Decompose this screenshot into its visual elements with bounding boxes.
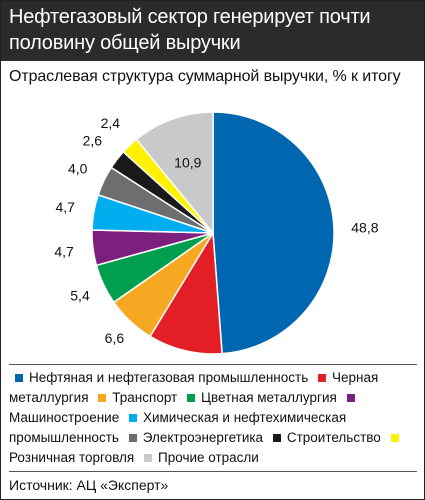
legend-label: Строительство	[286, 430, 381, 445]
legend-swatch	[272, 433, 281, 442]
slice-value-label: 2,6	[83, 133, 103, 149]
pie-slice-1	[212, 111, 335, 355]
pie-slices	[91, 111, 335, 355]
legend-item: Прочие отрасли	[138, 450, 259, 465]
slice-value-label: 4,0	[68, 160, 88, 176]
legend-item: Розничная торговля	[9, 430, 405, 465]
legend-swatch	[346, 393, 355, 402]
slice-value-label: 4,7	[55, 199, 75, 215]
pie-slice-2	[149, 230, 223, 355]
slice-value-label: 2,4	[101, 115, 121, 131]
legend-item: Нефтяная и нефтегазовая промышленность	[9, 370, 308, 385]
legend-item: Строительство	[267, 430, 381, 445]
pie-chart: 48,89,96,65,44,74,74,02,62,410,9	[54, 111, 379, 366]
slice-value-label: 5,4	[70, 288, 90, 304]
slice-value-label: 10,9	[174, 154, 201, 170]
legend-swatch	[318, 373, 326, 382]
legend-swatch	[390, 433, 399, 442]
chart-title-line-2: половину общей выручки	[9, 32, 241, 54]
legend-label: Машиностроение	[9, 410, 120, 425]
chart-subtitle: Отраслевая структура суммарной выручки, …	[9, 68, 401, 85]
legend-item: Транспорт	[92, 390, 177, 405]
legend-label: Прочие отрасли	[158, 450, 259, 465]
source-divider	[9, 471, 417, 472]
title-bar: Нефтегазовый сектор генерирует почти пол…	[1, 1, 424, 61]
chart-title-line-1: Нефтегазовый сектор генерирует почти	[9, 6, 371, 28]
legend-item: Машиностроение	[9, 390, 361, 425]
legend-label: Нефтяная и нефтегазовая промышленность	[29, 370, 309, 385]
legend-swatch	[144, 453, 153, 462]
legend: Нефтяная и нефтегазовая промышленность Ч…	[9, 368, 419, 468]
legend-top-divider	[9, 364, 417, 365]
legend-swatch	[128, 433, 137, 442]
legend-label: Розничная торговля	[9, 450, 135, 465]
source-note: Источник: АЦ «Эксперт»	[9, 477, 169, 493]
legend-item: Цветная металлургия	[181, 390, 337, 405]
pie-labels: 48,89,96,65,44,74,74,02,62,410,9	[54, 115, 378, 366]
legend-label: Черная металлургия	[9, 370, 379, 405]
slice-value-label: 6,6	[105, 330, 125, 346]
legend-label: Транспорт	[112, 390, 178, 405]
legend-swatch	[187, 393, 195, 402]
legend-item: Электроэнергетика	[123, 430, 263, 445]
legend-swatch	[15, 373, 23, 382]
slice-value-label: 4,7	[54, 243, 74, 259]
legend-label: Цветная металлургия	[201, 390, 337, 405]
legend-swatch	[98, 393, 107, 402]
legend-label: Химическая и нефтехимическая промышленно…	[9, 410, 347, 445]
legend-swatch	[128, 413, 137, 422]
legend-item: Химическая и нефтехимическая промышленно…	[9, 410, 346, 445]
legend-item: Черная металлургия	[9, 370, 378, 405]
pie-slice-10	[135, 111, 214, 236]
slice-value-label: 48,8	[351, 220, 378, 236]
legend-label: Электроэнергетика	[142, 430, 264, 445]
